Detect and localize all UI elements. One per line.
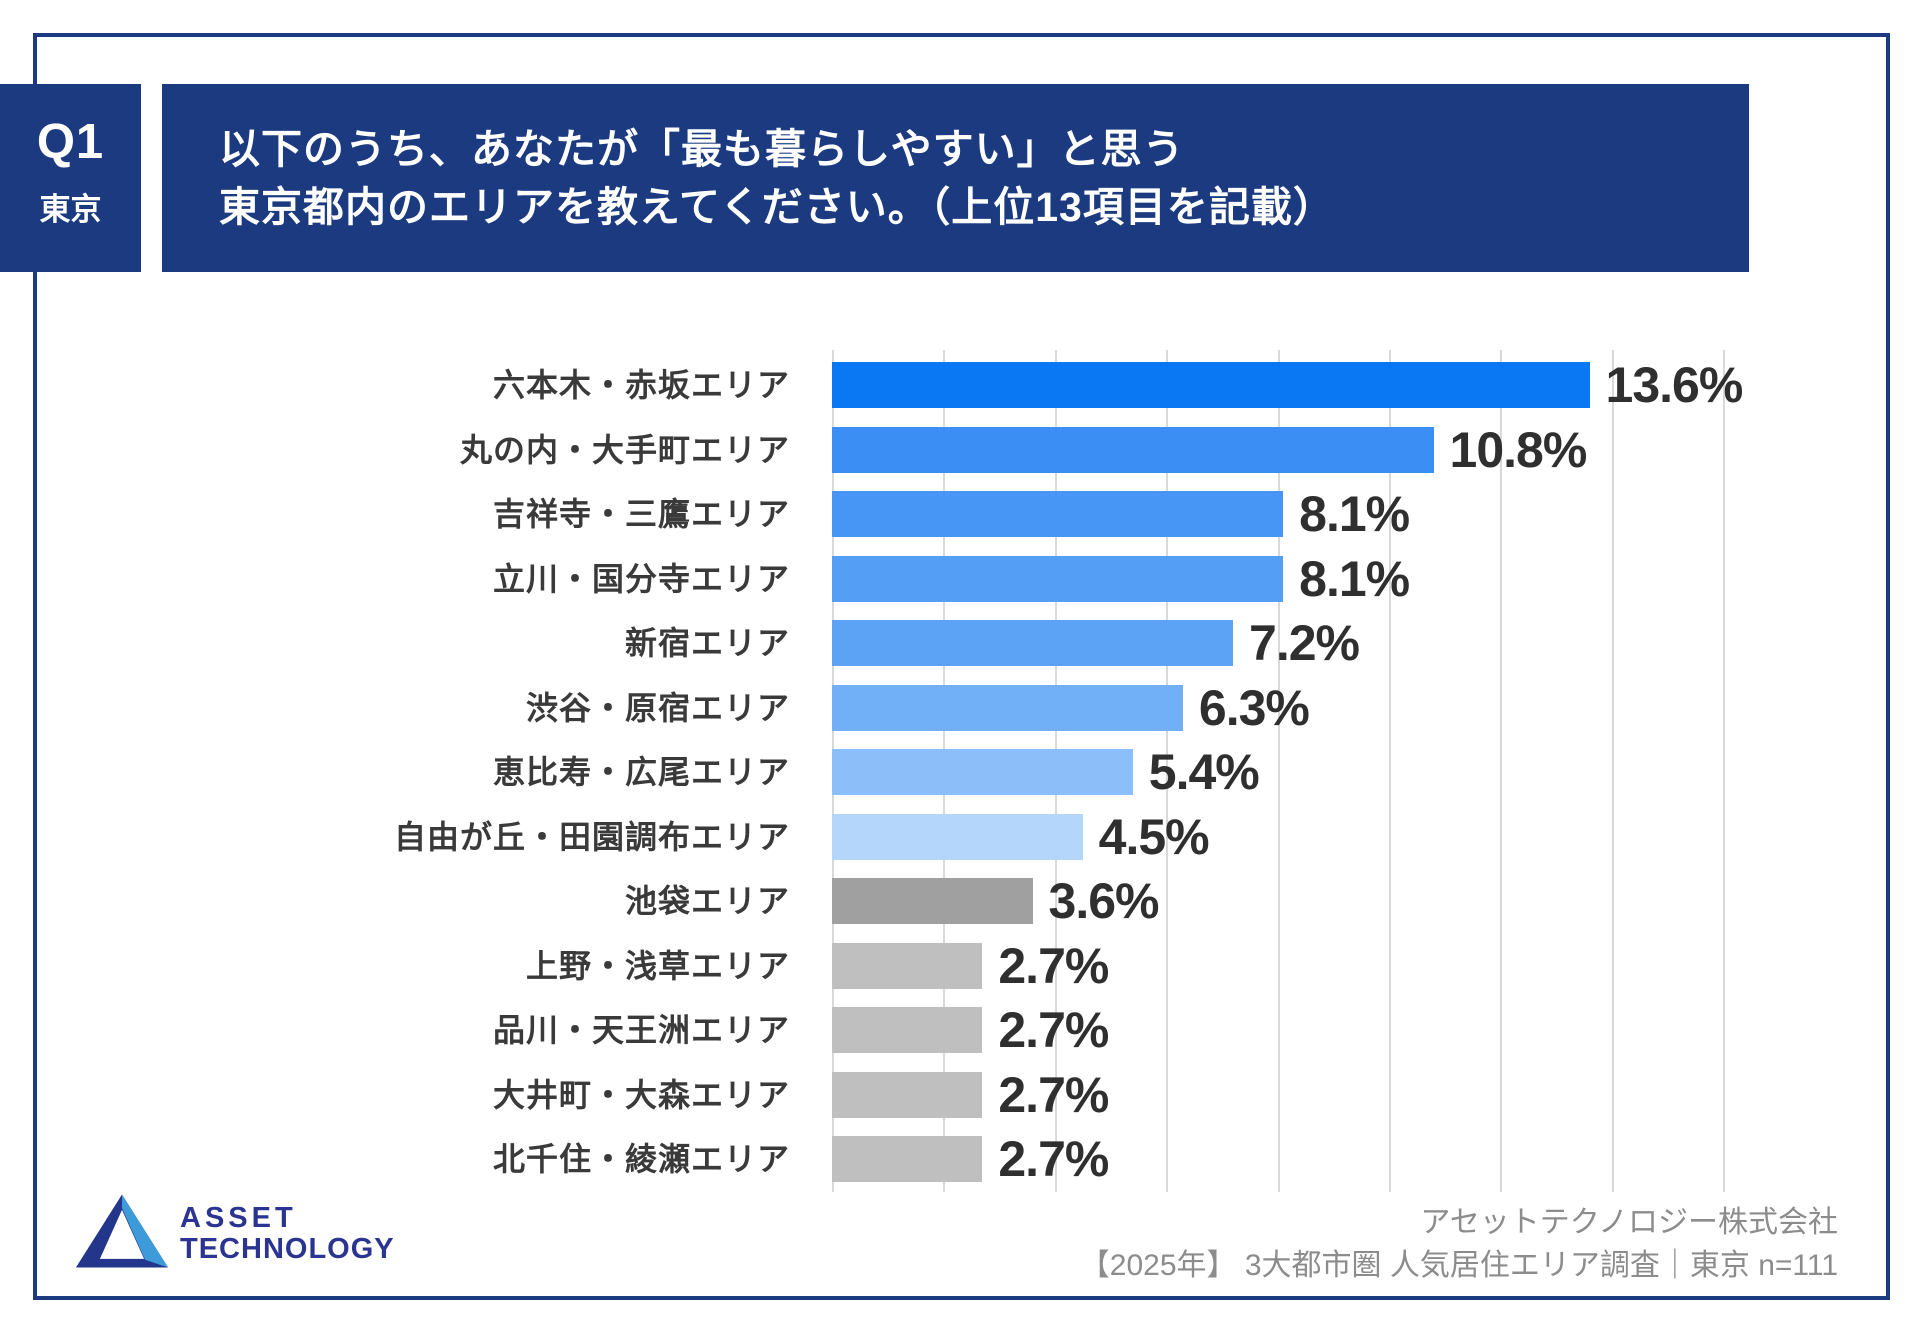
category-label: 池袋エリア: [624, 883, 790, 919]
chart-row: 立川・国分寺エリア 8.1%: [0, 551, 1920, 607]
category-label: 上野・浅草エリア: [525, 947, 790, 984]
bar: [832, 491, 1284, 537]
category-label: 北千住・綾瀬エリア: [492, 1141, 790, 1177]
source-survey: 【2025年】 3大都市圏 人気居住エリア調査｜東京 n=111: [1079, 1248, 1838, 1282]
gridline: [1500, 350, 1503, 1192]
chart-row: 新宿エリア 7.2%: [0, 615, 1920, 671]
category-label: 吉祥寺・三鷹エリア: [492, 496, 790, 532]
value-label: 5.4%: [1148, 744, 1260, 800]
value-label: 8.1%: [1299, 550, 1410, 607]
logo-triangle-icon: [74, 1192, 170, 1275]
logo-wordmark-line2: TECHNOLOGY: [180, 1232, 395, 1265]
value-label: 2.7%: [998, 1002, 1109, 1058]
bar: [832, 684, 1183, 731]
value-label: 13.6%: [1605, 357, 1744, 413]
page-border-frame: [33, 33, 1890, 1300]
bar: [832, 1007, 983, 1053]
gridline: [1389, 350, 1391, 1192]
question-region: 東京: [39, 192, 102, 227]
value-label: 4.5%: [1098, 808, 1210, 865]
value-label: 2.7%: [998, 937, 1109, 994]
bar: [832, 942, 983, 989]
chart-row: 吉祥寺・三鷹エリア 8.1%: [0, 486, 1920, 542]
bar: [832, 878, 1033, 924]
bar: [832, 362, 1590, 408]
category-label: 立川・国分寺エリア: [492, 560, 790, 597]
question-title-box: 以下のうち、あなたが「最も暮らしやすい」と思う 東京都内のエリアを教えてください…: [162, 84, 1749, 272]
chart-row: 丸の内・大手町エリア 10.8%: [0, 422, 1920, 478]
question-number: Q1: [36, 115, 105, 169]
value-label: 6.3%: [1198, 679, 1310, 736]
category-label: 渋谷・原宿エリア: [525, 689, 790, 726]
company-logo: ASSET TECHNOLOGY: [74, 1192, 395, 1275]
question-title-line2: 東京都内のエリアを教えてください。（上位13項目を記載）: [219, 184, 1335, 230]
chart-row: 上野・浅草エリア 2.7%: [0, 938, 1920, 994]
category-label: 新宿エリア: [624, 625, 790, 661]
chart-row: 池袋エリア 3.6%: [0, 873, 1920, 929]
value-label: 2.7%: [998, 1131, 1109, 1187]
source-company: アセットテクノロジー株式会社: [1420, 1206, 1838, 1239]
chart-row: 北千住・綾瀬エリア 2.7%: [0, 1131, 1920, 1187]
category-label: 品川・天王洲エリア: [492, 1012, 790, 1048]
bar: [832, 749, 1133, 795]
bar: [832, 620, 1234, 666]
question-title-line1: 以下のうち、あなたが「最も暮らしやすい」と思う: [219, 125, 1185, 172]
category-label: 自由が丘・田園調布エリア: [393, 818, 790, 855]
bar: [832, 426, 1434, 473]
gridline: [1611, 350, 1614, 1192]
chart-row: 恵比寿・広尾エリア 5.4%: [0, 744, 1920, 800]
chart-row: 品川・天王洲エリア 2.7%: [0, 1002, 1920, 1058]
value-label: 2.7%: [998, 1066, 1109, 1123]
gridline: [1166, 350, 1169, 1192]
value-label: 3.6%: [1048, 873, 1160, 929]
chart-row: 六本木・赤坂エリア 13.6%: [0, 357, 1920, 413]
question-number-box: Q1 東京: [0, 84, 141, 272]
logo-wordmark-line1: ASSET: [180, 1201, 297, 1234]
category-label: 恵比寿・広尾エリア: [492, 754, 790, 790]
source-attribution: アセットテクノロジー株式会社 【2025年】 3大都市圏 人気居住エリア調査｜東…: [1080, 1202, 1838, 1287]
value-label: 10.8%: [1449, 421, 1588, 478]
bar: [832, 555, 1284, 602]
chart-row: 渋谷・原宿エリア 6.3%: [0, 680, 1920, 736]
gridline: [1723, 350, 1726, 1192]
bar: [832, 1071, 983, 1118]
value-label: 7.2%: [1249, 615, 1360, 671]
chart-row: 大井町・大森エリア 2.7%: [0, 1067, 1920, 1123]
logo-wordmark: ASSET TECHNOLOGY: [180, 1201, 395, 1265]
bar: [832, 1136, 983, 1182]
category-label: 六本木・赤坂エリア: [492, 367, 790, 403]
category-label: 丸の内・大手町エリア: [459, 431, 790, 468]
value-label: 8.1%: [1299, 486, 1410, 542]
bar: [832, 813, 1083, 860]
gridline: [1277, 350, 1280, 1192]
category-label: 大井町・大森エリア: [492, 1076, 790, 1113]
chart-row: 自由が丘・田園調布エリア 4.5%: [0, 809, 1920, 865]
